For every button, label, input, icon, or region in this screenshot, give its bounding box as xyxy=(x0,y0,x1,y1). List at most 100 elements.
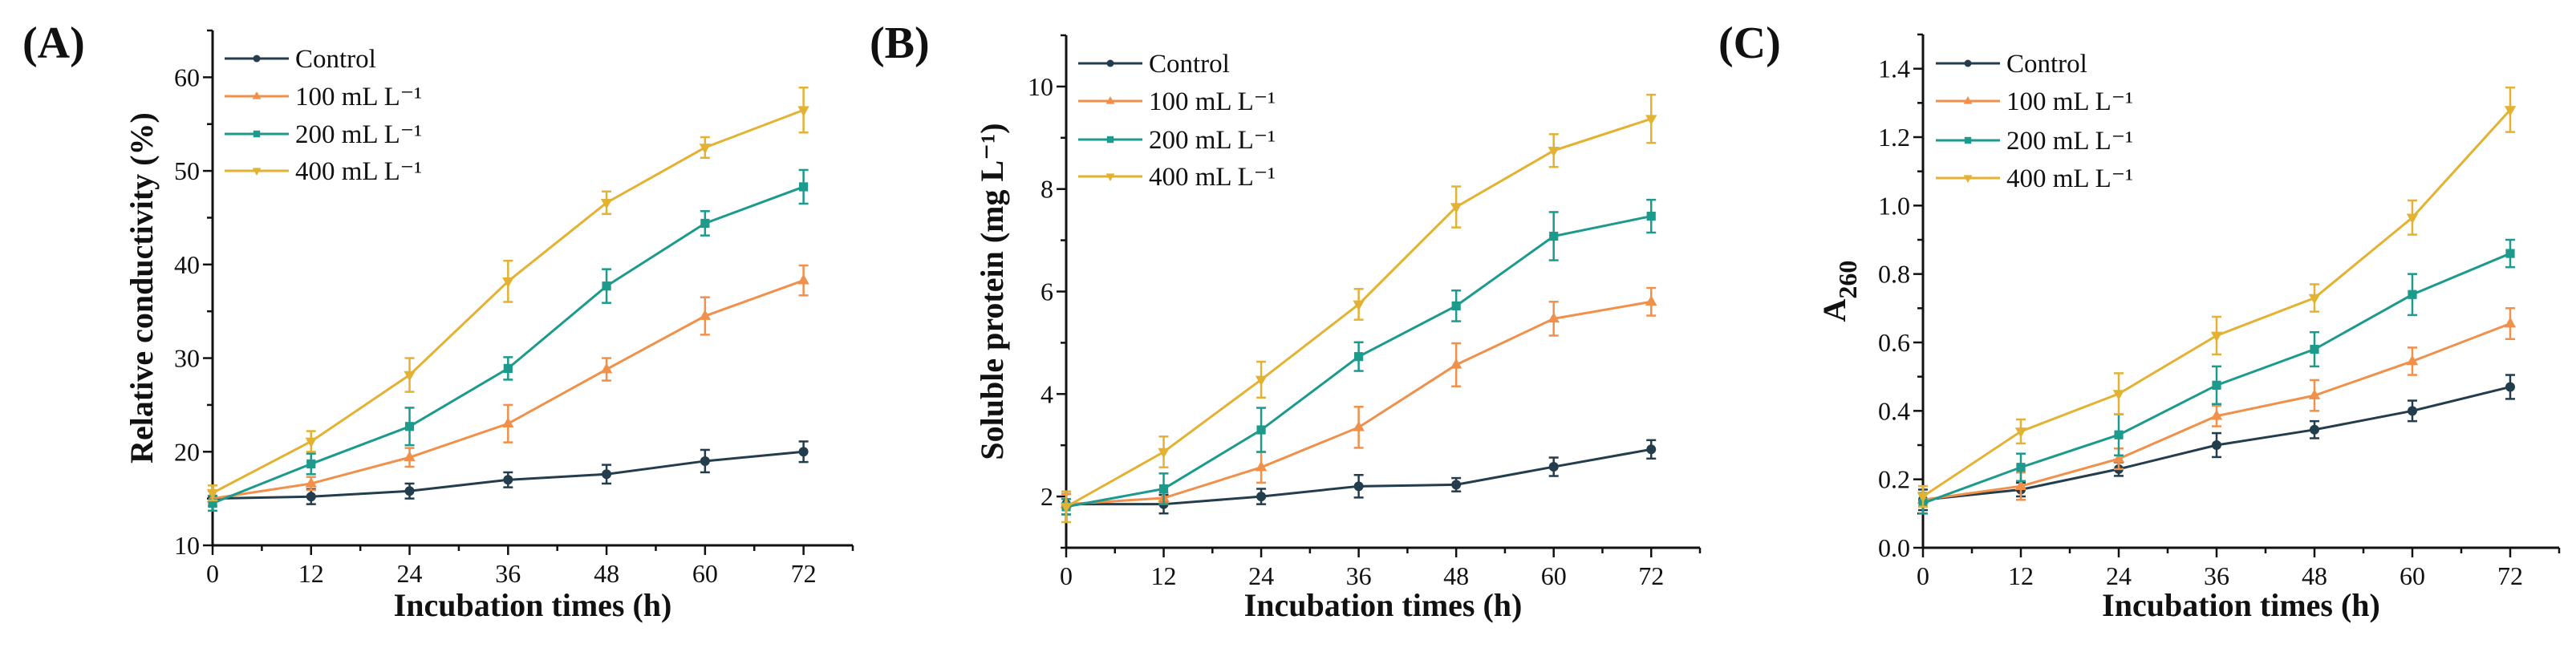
series-control xyxy=(208,440,809,508)
legend-item: 100 mL L⁻¹ xyxy=(1936,87,2133,116)
triangle-up-marker xyxy=(252,91,262,99)
x-tick-label: 0 xyxy=(1917,561,1929,590)
legend-label: Control xyxy=(1149,50,1230,79)
legend-label: 100 mL L⁻¹ xyxy=(1149,87,1276,116)
legend-item: Control xyxy=(1078,50,1230,79)
triangle-up-marker xyxy=(2308,389,2321,399)
legend-item: 100 mL L⁻¹ xyxy=(225,83,422,111)
triangle-up-marker xyxy=(699,310,712,320)
x-tick-label: 12 xyxy=(298,559,324,588)
triangle-down-marker xyxy=(1060,503,1073,513)
panel-c: (C) 0 12 24 36 48 60 72 0.0 0.2 0.4 0.6 0.8 1.0 1.2 1.4… xyxy=(1718,18,2561,623)
legend-item: 400 mL L⁻¹ xyxy=(1078,163,1276,192)
triangle-down-marker xyxy=(2112,390,2125,400)
series-line xyxy=(212,279,805,500)
triangle-down-marker xyxy=(252,168,262,176)
y-tick-label: 0.2 xyxy=(1878,465,1910,494)
series-200 xyxy=(1061,198,1657,516)
series-400 xyxy=(206,86,809,502)
x-axis-title: Incubation times (h) xyxy=(2102,587,2380,623)
triangle-down-marker xyxy=(1917,492,1929,503)
y-tick-label: 10 xyxy=(1028,72,1053,101)
legend: Control 100 mL L⁻¹ 200 mL L⁻¹ 400 mL L⁻¹ xyxy=(1078,50,1276,192)
circle-marker xyxy=(700,456,710,466)
triangle-up-marker xyxy=(2014,480,2027,490)
circle-marker xyxy=(1451,480,1462,490)
legend-label: 200 mL L⁻¹ xyxy=(2006,127,2133,156)
series-line xyxy=(212,185,805,504)
circle-marker xyxy=(253,55,261,63)
y-tick-label: 4 xyxy=(1041,379,1053,408)
x-tick-label: 36 xyxy=(2204,561,2229,590)
legend-label: 400 mL L⁻¹ xyxy=(1149,163,1276,192)
y-tick-label: 40 xyxy=(174,250,200,279)
legend: Control 100 mL L⁻¹ 200 mL L⁻¹ 400 mL L⁻¹ xyxy=(1936,50,2133,193)
square-marker xyxy=(2114,430,2124,439)
x-tick-label: 24 xyxy=(2106,561,2132,590)
legend-item: 200 mL L⁻¹ xyxy=(225,120,422,149)
circle-marker xyxy=(2212,440,2221,450)
square-marker xyxy=(306,459,316,469)
triangle-down-marker xyxy=(305,437,317,448)
square-marker xyxy=(1646,211,1656,221)
square-marker xyxy=(1106,136,1114,144)
y-tick-label: 0.8 xyxy=(1878,260,1910,289)
x-tick-label: 12 xyxy=(1151,561,1177,590)
triangle-down-marker xyxy=(2504,106,2517,116)
triangle-up-marker xyxy=(600,362,613,374)
legend-label: 100 mL L⁻¹ xyxy=(2006,87,2133,116)
triangle-up-marker xyxy=(2406,354,2419,366)
x-tick-label: 0 xyxy=(206,559,219,588)
y-tick-label: 2 xyxy=(1041,482,1053,511)
x-tick-label: 36 xyxy=(1346,561,1372,590)
y-tick-label: 6 xyxy=(1041,277,1053,306)
legend-label: 100 mL L⁻¹ xyxy=(295,83,422,111)
triangle-up-marker xyxy=(1450,358,1462,369)
series-200 xyxy=(208,168,809,512)
triangle-up-marker xyxy=(797,273,809,285)
series-control xyxy=(1061,439,1657,516)
circle-marker xyxy=(503,475,513,485)
series-400 xyxy=(1917,86,2517,508)
circle-marker xyxy=(1646,444,1657,455)
triangle-down-marker xyxy=(1255,375,1268,387)
triangle-down-marker xyxy=(1353,300,1365,311)
x-tick-label: 48 xyxy=(2302,561,2327,590)
x-tick-label: 60 xyxy=(2400,561,2425,590)
square-marker xyxy=(2016,463,2026,472)
x-tick-label: 36 xyxy=(495,559,521,588)
x-tick-label: 48 xyxy=(594,559,619,588)
triangle-down-marker xyxy=(1963,175,1973,183)
x-tick-label: 72 xyxy=(791,559,817,588)
y-axis-title-main: Relative conductivity (%) xyxy=(124,112,160,464)
circle-marker xyxy=(1256,492,1267,502)
triangle-down-marker xyxy=(1548,146,1560,157)
circle-marker xyxy=(1353,481,1364,492)
triangle-down-marker xyxy=(502,277,514,288)
y-tick-label: 10 xyxy=(174,531,200,560)
y-tick-label: 1.4 xyxy=(1878,55,1910,83)
legend-label: 400 mL L⁻¹ xyxy=(295,157,422,186)
triangle-down-marker xyxy=(1158,448,1170,459)
circle-marker xyxy=(1548,462,1559,472)
square-marker xyxy=(404,422,415,431)
triangle-down-marker xyxy=(2210,331,2223,342)
square-marker xyxy=(2212,380,2221,390)
square-marker xyxy=(602,281,611,291)
triangle-up-marker xyxy=(1645,295,1657,306)
x-tick-label: 60 xyxy=(692,559,718,588)
legend-label: Control xyxy=(2006,50,2087,79)
y-axis-title-main: Soluble protein (mg L⁻¹) xyxy=(974,123,1010,460)
triangle-down-marker xyxy=(206,488,219,500)
legend-item: 100 mL L⁻¹ xyxy=(1078,87,1276,116)
triangle-up-marker xyxy=(502,417,514,428)
legend-item: 400 mL L⁻¹ xyxy=(225,157,422,186)
square-marker xyxy=(1256,425,1266,435)
triangle-down-marker xyxy=(797,106,809,117)
triangle-down-marker xyxy=(2308,294,2321,305)
triangle-up-marker xyxy=(2504,317,2517,328)
triangle-up-marker xyxy=(404,451,416,462)
y-tick-label: 50 xyxy=(174,156,200,185)
legend-item: 400 mL L⁻¹ xyxy=(1936,164,2133,193)
